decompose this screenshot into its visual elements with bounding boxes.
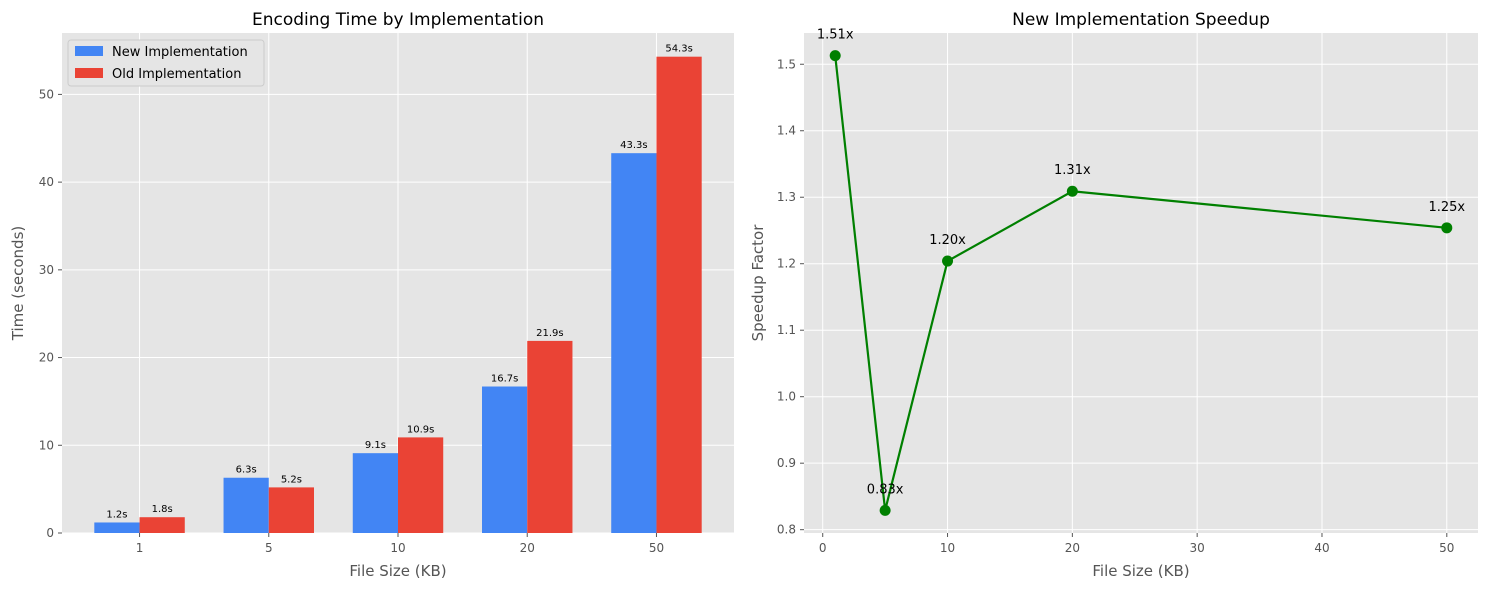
x-tick-label: 1 bbox=[136, 541, 144, 555]
speedup-value-label: 1.31x bbox=[1054, 163, 1091, 178]
x-tick-label: 50 bbox=[649, 541, 664, 555]
y-tick-label: 1.5 bbox=[777, 57, 796, 71]
y-tick-label: 0.9 bbox=[777, 456, 796, 470]
y-tick-label: 1.0 bbox=[777, 390, 796, 404]
bar-new bbox=[352, 453, 398, 533]
bar-value-label: 1.2s bbox=[106, 509, 127, 520]
y-tick-labels: 0.8 0.9 1.0 1.1 1.2 1.3 1.4 1.5 bbox=[777, 57, 804, 537]
speedup-value-label: 1.25x bbox=[1428, 200, 1465, 215]
bar-new bbox=[223, 477, 269, 533]
y-tick-label: 0.8 bbox=[777, 523, 796, 537]
y-axis-label: Speedup Factor bbox=[749, 224, 767, 342]
legend-box bbox=[67, 39, 265, 87]
y-tick-label: 0 bbox=[46, 526, 54, 540]
y-tick-label: 1.1 bbox=[777, 323, 796, 337]
x-tick-label: 10 bbox=[940, 541, 955, 555]
bar-old bbox=[656, 56, 702, 534]
speedup-chart: 1.51x 0.83x 1.20x 1.31x 1.25x 0 10 20 30 40 50 0.… bbox=[749, 10, 1478, 580]
legend-label-new: New Implementation bbox=[112, 45, 248, 60]
bar-value-labels: 1.2s 6.3s 9.1s 16.7s 43.3s 1.8s 5.2s 10.9s 21.9s… bbox=[106, 44, 692, 521]
y-tick-label: 50 bbox=[39, 87, 54, 101]
speedup-point bbox=[829, 50, 841, 62]
bar-old bbox=[268, 487, 314, 533]
legend-swatch-new bbox=[75, 46, 103, 56]
legend-swatch-old bbox=[75, 68, 103, 78]
speedup-value-label: 1.20x bbox=[929, 233, 966, 248]
speedup-value-labels: 1.51x 0.83x 1.20x 1.31x 1.25x bbox=[817, 28, 1466, 498]
x-tick-label: 5 bbox=[265, 541, 273, 555]
bar-old bbox=[398, 437, 444, 533]
bar-value-label: 54.3s bbox=[665, 44, 692, 55]
encoding-time-chart: 1.2s 6.3s 9.1s 16.7s 43.3s 1.8s 5.2s 10.9s 21.9s… bbox=[9, 10, 734, 580]
speedup-value-label: 0.83x bbox=[867, 482, 904, 497]
bar-value-label: 43.3s bbox=[620, 140, 647, 151]
chart-title: New Implementation Speedup bbox=[1012, 10, 1270, 30]
x-axis-label: File Size (KB) bbox=[1092, 562, 1189, 580]
y-tick-label: 40 bbox=[39, 175, 54, 189]
speedup-points bbox=[829, 50, 1453, 516]
gridlines bbox=[804, 33, 1478, 533]
bars bbox=[94, 56, 702, 534]
y-tick-labels: 0 10 20 30 40 50 bbox=[39, 87, 62, 540]
y-tick-label: 1.2 bbox=[777, 257, 796, 271]
speedup-point bbox=[879, 504, 891, 516]
bar-value-label: 6.3s bbox=[236, 465, 257, 476]
x-tick-label: 30 bbox=[1190, 541, 1205, 555]
bar-value-label: 21.9s bbox=[536, 328, 563, 339]
bar-value-label: 9.1s bbox=[365, 440, 386, 451]
bar-value-label: 16.7s bbox=[491, 374, 518, 385]
y-axis-label: Time (seconds) bbox=[9, 226, 27, 342]
speedup-value-label: 1.51x bbox=[817, 28, 854, 43]
bar-old bbox=[139, 517, 185, 533]
bar-value-label: 5.2s bbox=[281, 474, 302, 485]
x-tick-labels: 0 10 20 30 40 50 bbox=[819, 533, 1454, 555]
bar-value-label: 10.9s bbox=[407, 424, 434, 435]
legend: New Implementation Old Implementation bbox=[67, 39, 265, 87]
bar-new bbox=[94, 522, 140, 533]
x-tick-label: 20 bbox=[520, 541, 535, 555]
x-tick-label: 40 bbox=[1314, 541, 1329, 555]
x-axis-label: File Size (KB) bbox=[349, 562, 446, 580]
bar-new bbox=[482, 386, 528, 533]
speedup-point bbox=[1066, 185, 1078, 197]
y-tick-label: 10 bbox=[39, 438, 54, 452]
y-tick-label: 30 bbox=[39, 263, 54, 277]
x-tick-label: 0 bbox=[819, 541, 827, 555]
plot-background bbox=[804, 33, 1478, 533]
speedup-point bbox=[942, 255, 954, 267]
speedup-point bbox=[1441, 222, 1453, 234]
x-tick-label: 50 bbox=[1439, 541, 1454, 555]
x-tick-label: 20 bbox=[1065, 541, 1080, 555]
y-tick-label: 1.4 bbox=[777, 124, 796, 138]
y-tick-label: 20 bbox=[39, 351, 54, 365]
legend-label-old: Old Implementation bbox=[112, 67, 241, 82]
chart-title: Encoding Time by Implementation bbox=[252, 10, 544, 30]
x-tick-labels: 1 5 10 20 50 bbox=[136, 533, 664, 555]
bar-old bbox=[527, 340, 573, 533]
bar-new bbox=[611, 153, 657, 533]
y-tick-label: 1.3 bbox=[777, 190, 796, 204]
x-tick-label: 10 bbox=[390, 541, 405, 555]
bar-value-label: 1.8s bbox=[152, 504, 173, 515]
